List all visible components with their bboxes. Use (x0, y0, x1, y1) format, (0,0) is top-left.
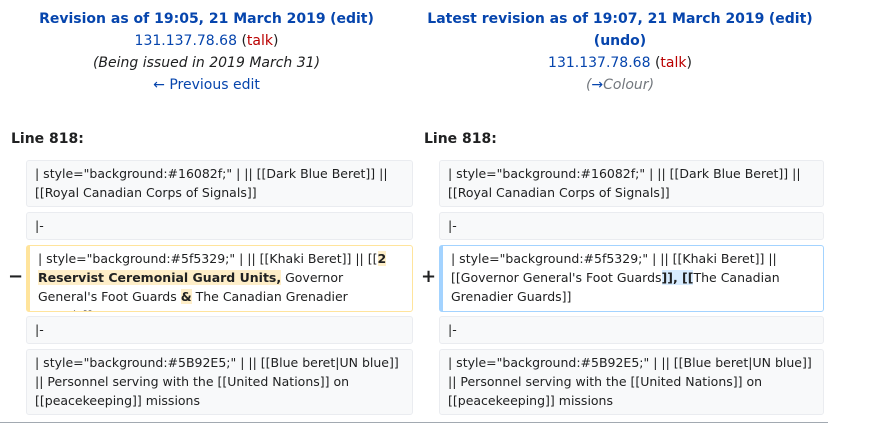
old-edit-link[interactable]: edit (336, 11, 368, 27)
deleted-line-marker: − (8, 266, 24, 287)
undo-link[interactable]: undo (600, 33, 640, 49)
deleted-text: | style="background:#5f5329;" | || [[Kha… (38, 251, 378, 266)
diff-deleted-line: | style="background:#5f5329;" | || [[Kha… (26, 245, 413, 312)
diff-context-new: | style="background:#16082f;" | || [[Dar… (439, 160, 824, 207)
diff-context-old: | style="background:#16082f;" | || [[Dar… (26, 160, 413, 207)
diff-context-new: |- (439, 316, 824, 344)
diff-context-old: |- (26, 212, 413, 240)
new-revision-header: Latest revision as of 19:07, 21 March 20… (414, 8, 826, 96)
diff-added-line: | style="background:#5f5329;" | || [[Kha… (439, 245, 824, 312)
old-line-number: Line 818: (11, 131, 84, 147)
new-talk-link[interactable]: talk (660, 55, 687, 71)
paren: ( (654, 55, 661, 71)
paren: ( (585, 77, 592, 93)
paren: ) (686, 55, 692, 71)
deleted-highlight: & (180, 289, 192, 304)
paren-open: ( (768, 11, 776, 27)
diff-context-old: |- (26, 316, 413, 344)
added-text: The Canadian Grenadier Guards]] (451, 270, 780, 304)
new-revision-link[interactable]: Latest revision as of 19:07, 21 March 20… (427, 11, 765, 27)
paren: ( (241, 33, 247, 49)
diff-context-new: | style="background:#5B92E5;" | || [[Blu… (439, 349, 824, 415)
section-name: Colour (603, 77, 649, 93)
new-edit-link[interactable]: edit (775, 11, 807, 27)
old-edit-summary: (Being issued in 2019 March 31) (92, 55, 321, 71)
section-arrow-link[interactable]: → (591, 77, 604, 93)
paren: ) (272, 33, 279, 49)
old-user-link[interactable]: 131.137.78.68 (134, 33, 237, 49)
divider (0, 422, 828, 423)
paren-close: ) (806, 11, 813, 27)
new-line-number: Line 818: (424, 131, 497, 147)
previous-edit-link[interactable]: ← Previous edit (153, 77, 260, 93)
old-revision-link[interactable]: Revision as of 19:05, 21 March 2019 (39, 11, 326, 27)
added-line-marker: + (421, 266, 437, 287)
deleted-text: Governor General's Foot Guards (38, 270, 344, 304)
diff-context-old: | style="background:#5B92E5;" | || [[Blu… (26, 349, 413, 415)
added-highlight: ]], [[ (661, 270, 694, 285)
paren-open: ( (330, 11, 337, 27)
new-user-link[interactable]: 131.137.78.68 (548, 55, 651, 71)
paren-close: ) (367, 11, 374, 27)
deleted-text: The Canadian Grenadier Guards]] (38, 289, 348, 311)
paren: ) (648, 77, 655, 93)
old-talk-link[interactable]: talk (246, 33, 273, 49)
added-text: | style="background:#5f5329;" | || [[Kha… (451, 251, 777, 285)
paren-close: ) (639, 33, 647, 49)
new-edit-summary: (→Colour) (414, 74, 826, 96)
old-revision-header: Revision as of 19:05, 21 March 2019 (edi… (0, 8, 413, 96)
paren-open: ( (593, 33, 601, 49)
diff-context-new: |- (439, 212, 824, 240)
